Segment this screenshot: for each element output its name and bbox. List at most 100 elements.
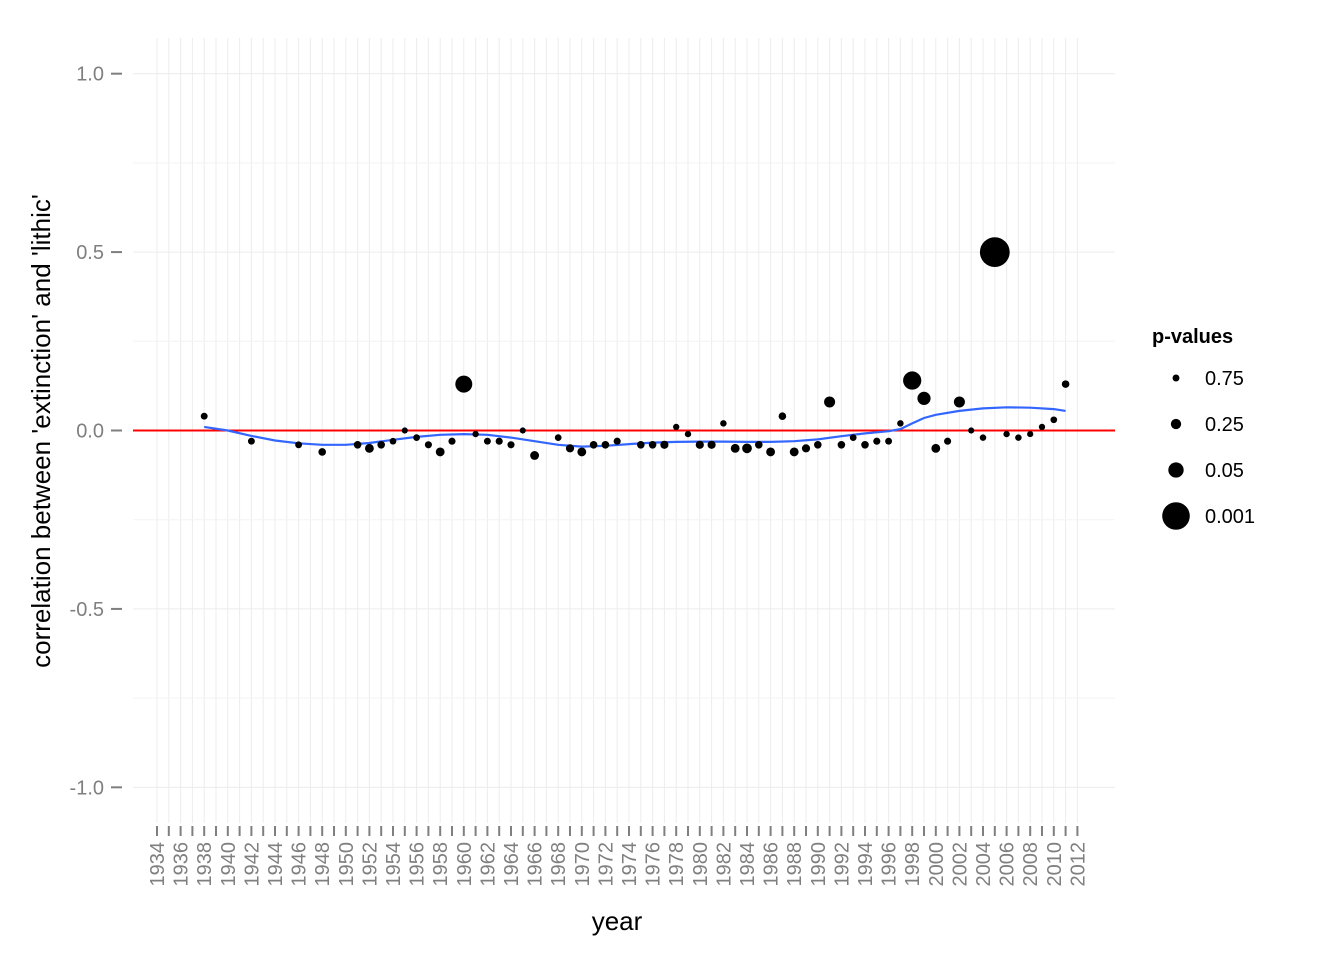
legend-key: [1162, 502, 1190, 530]
data-point: [897, 420, 904, 427]
x-tick-label: 2004: [973, 842, 995, 887]
x-tick-label: 1940: [218, 842, 240, 887]
smooth-trend-line: [204, 407, 1065, 446]
x-tick-label: 1958: [430, 842, 452, 887]
x-tick-label: 1988: [784, 842, 806, 887]
legend-label: 0.25: [1205, 414, 1244, 436]
data-point: [354, 441, 362, 449]
data-point: [685, 431, 691, 437]
y-tick-label: 1.0: [76, 64, 104, 86]
data-point: [720, 420, 727, 427]
x-tick-label: 1968: [548, 842, 570, 887]
data-point: [496, 438, 503, 445]
data-point: [673, 424, 679, 430]
data-point: [802, 444, 810, 452]
x-tick-label: 1946: [289, 842, 311, 887]
data-point: [530, 451, 539, 460]
data-point: [861, 441, 869, 449]
data-point: [577, 447, 586, 456]
data-point: [885, 438, 892, 445]
data-point: [602, 441, 610, 449]
data-point: [838, 441, 846, 449]
data-point: [980, 434, 987, 441]
data-point: [520, 427, 526, 433]
x-tick-label: 1944: [265, 842, 287, 887]
data-point: [649, 441, 657, 449]
x-tick-label: 1976: [643, 842, 665, 887]
data-point: [660, 441, 668, 449]
x-tick-label: 1948: [312, 842, 334, 887]
data-point: [566, 444, 574, 452]
x-tick-label: 2010: [1044, 842, 1066, 887]
data-point: [1062, 380, 1070, 388]
data-point: [448, 438, 455, 445]
x-tick-label: 1996: [879, 842, 901, 887]
data-point: [555, 434, 562, 441]
data-point: [873, 438, 880, 445]
x-axis-title: year: [592, 906, 643, 936]
data-point: [201, 413, 208, 420]
x-tick-label: 1938: [194, 842, 216, 887]
x-tick-label: 2006: [997, 842, 1019, 887]
data-point: [980, 237, 1010, 267]
data-point: [365, 444, 374, 453]
data-point: [790, 447, 799, 456]
data-point: [944, 438, 951, 445]
legend-title: p-values: [1152, 326, 1233, 348]
data-point: [954, 396, 965, 407]
legend-key: [1168, 462, 1183, 477]
x-tick-label: 2002: [949, 842, 971, 887]
x-tick-label: 1934: [147, 842, 169, 887]
data-point: [390, 438, 397, 445]
legend-key: [1171, 419, 1181, 429]
data-point: [248, 438, 255, 445]
data-point: [614, 438, 621, 445]
x-tick-label: 2012: [1067, 842, 1089, 887]
data-point: [425, 441, 432, 448]
x-tick-label: 1970: [572, 842, 594, 887]
data-point: [1003, 431, 1009, 437]
x-tick-label: 1962: [477, 842, 499, 887]
data-point: [917, 392, 930, 405]
data-point: [731, 444, 740, 453]
y-tick-label: 0.5: [76, 242, 104, 264]
legend-label: 0.05: [1205, 460, 1244, 482]
legend-label: 0.75: [1205, 368, 1244, 390]
x-tick-label: 1992: [831, 842, 853, 887]
data-point: [814, 441, 822, 449]
x-tick-label: 1974: [619, 842, 641, 887]
data-point: [755, 441, 763, 449]
data-point: [742, 443, 752, 453]
y-tick-label: -1.0: [70, 777, 104, 799]
legend: p-values 0.75 0.25 0.05 0.001: [1152, 326, 1255, 530]
data-point: [507, 441, 514, 448]
data-point: [708, 441, 716, 449]
data-point: [931, 444, 940, 453]
x-tick-label: 1986: [761, 842, 783, 887]
data-point: [766, 447, 775, 456]
data-point: [779, 412, 787, 420]
data-point: [968, 427, 974, 433]
x-tick-label: 1978: [666, 842, 688, 887]
x-tick-label: 1998: [902, 842, 924, 887]
x-tick-label: 1982: [713, 842, 735, 887]
x-tick-label: 1990: [808, 842, 830, 887]
x-tick-label: 1960: [454, 842, 476, 887]
x-tick-label: 1994: [855, 842, 877, 887]
data-point: [402, 427, 408, 433]
x-tick-label: 1936: [171, 842, 193, 887]
data-point: [850, 434, 857, 441]
data-point: [1050, 416, 1057, 423]
data-point: [637, 441, 645, 449]
y-tick-label: -0.5: [70, 599, 104, 621]
data-points: [201, 237, 1070, 460]
data-point: [1039, 424, 1045, 430]
data-point: [1015, 434, 1022, 441]
x-tick-label: 1942: [241, 842, 263, 887]
x-tick-label: 1950: [336, 842, 358, 887]
x-tick-label: 1972: [595, 842, 617, 887]
x-tick-label: 1980: [690, 842, 712, 887]
legend-label: 0.001: [1205, 506, 1255, 528]
